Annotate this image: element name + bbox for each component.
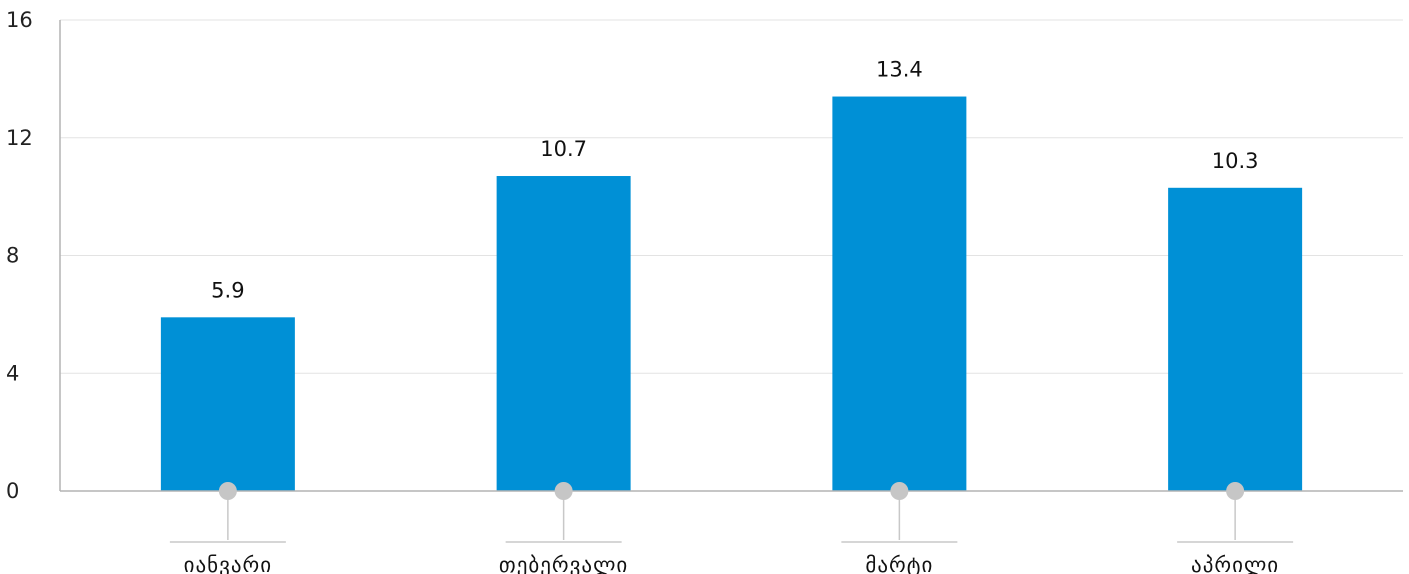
data-label: 13.4 bbox=[876, 58, 923, 82]
y-tick-label: 4 bbox=[6, 361, 19, 385]
y-tick-label: 0 bbox=[6, 479, 19, 503]
x-tick-label: თებერვალი bbox=[499, 553, 628, 574]
label-layer: 0 4 8 12 16 5.9 იანვარი 10.7 თებერვალი 13.4 მარტი 1… bbox=[6, 8, 1279, 574]
bar bbox=[160, 317, 295, 491]
x-tick-label: იანვარი bbox=[184, 553, 273, 574]
category-marker bbox=[218, 482, 237, 500]
data-label: 5.9 bbox=[211, 278, 244, 302]
category-marker bbox=[890, 482, 909, 500]
data-label: 10.7 bbox=[540, 137, 587, 161]
axis-layer bbox=[59, 20, 1403, 543]
bar bbox=[1168, 187, 1303, 491]
y-tick-label: 8 bbox=[6, 244, 19, 268]
bar bbox=[832, 96, 967, 491]
category-marker bbox=[554, 482, 573, 500]
bar-layer bbox=[160, 96, 1303, 492]
bar bbox=[496, 176, 631, 492]
category-marker bbox=[1226, 482, 1245, 500]
y-tick-label: 12 bbox=[6, 126, 33, 150]
x-tick-label: მარტი bbox=[865, 553, 933, 574]
y-tick-label: 16 bbox=[6, 8, 33, 32]
x-tick-label: აპრილი bbox=[1191, 553, 1279, 574]
data-label: 10.3 bbox=[1212, 149, 1259, 173]
